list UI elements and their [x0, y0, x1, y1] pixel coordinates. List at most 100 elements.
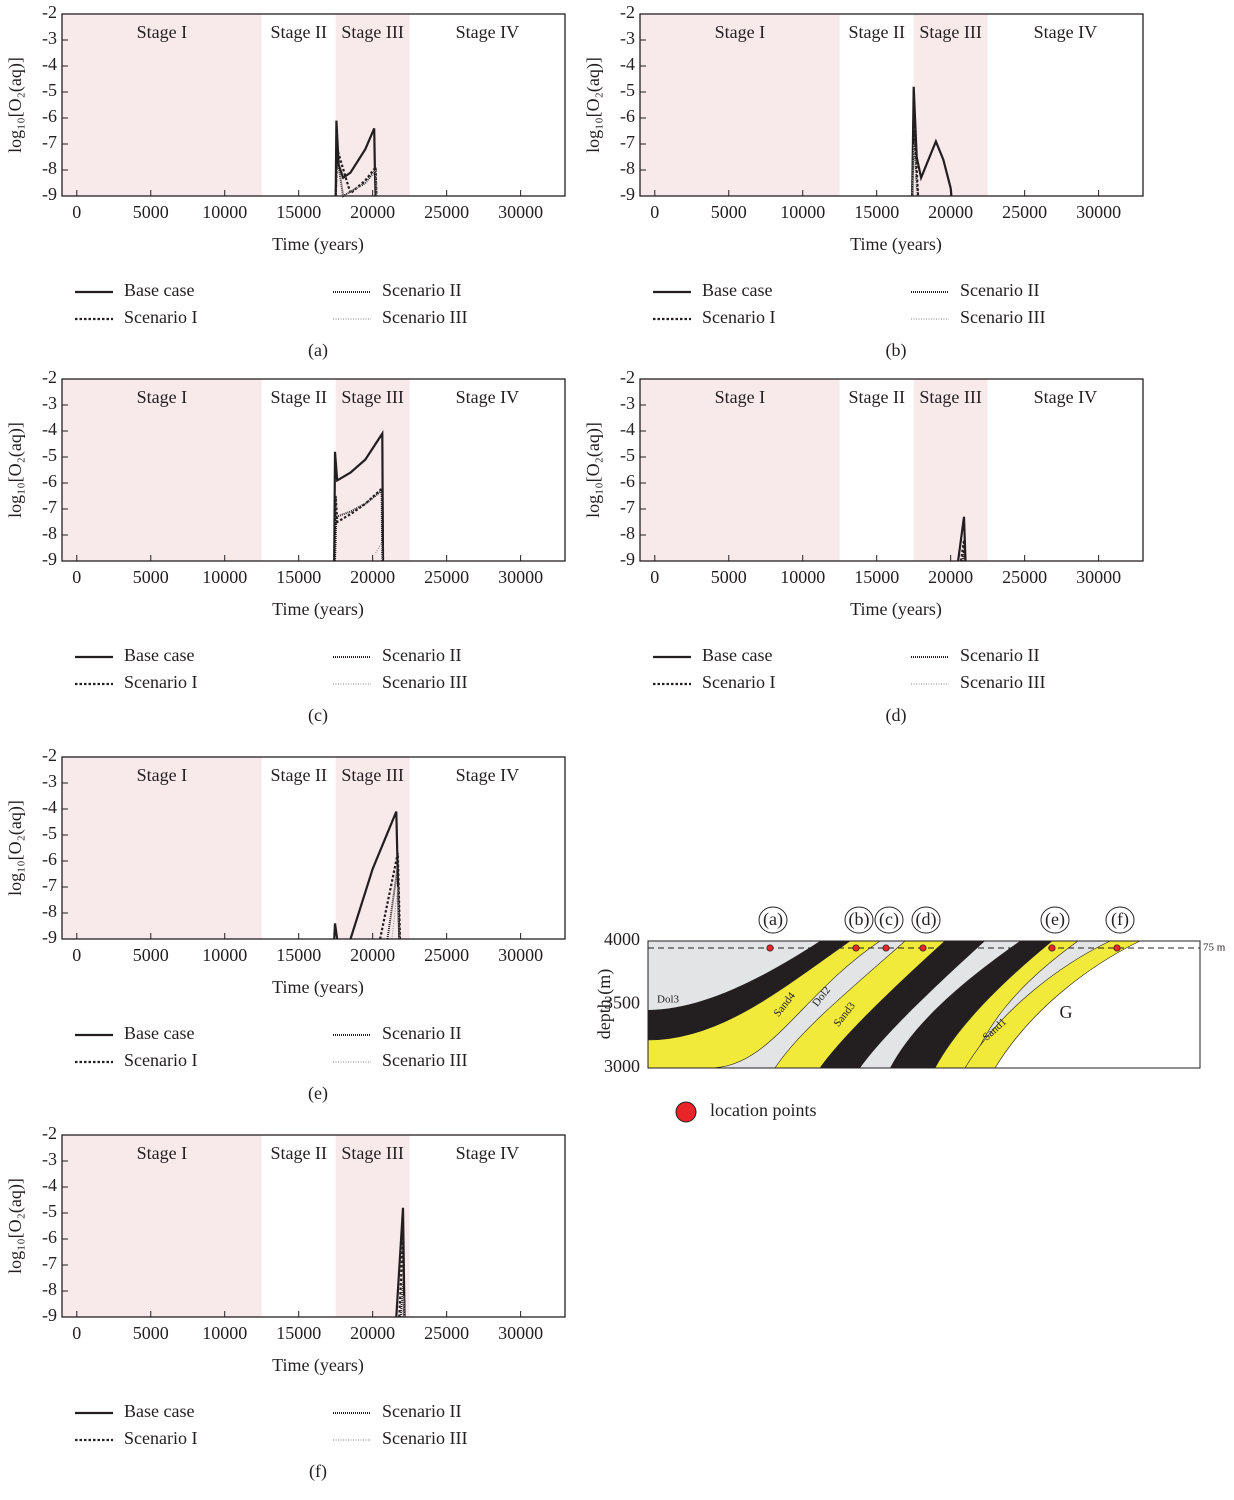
y-tick-label: 3500: [604, 993, 640, 1013]
legend-label: Scenario III: [960, 672, 1045, 692]
y-tick-label: -2: [42, 2, 57, 22]
x-tick-label: 0: [72, 567, 81, 587]
x-tick-label: 10000: [780, 202, 825, 222]
y-tick-label: -4: [42, 54, 57, 74]
series-line: [334, 488, 384, 562]
x-tick-label: 15000: [276, 567, 321, 587]
depth-line-label: 75 m: [1203, 942, 1226, 954]
chart: Stage I Stage II Stage III Stage IV Base cas…: [5, 367, 566, 726]
legend-label: Scenario III: [382, 1050, 467, 1070]
y-tick-label: -6: [42, 471, 57, 491]
x-tick-label: 20000: [928, 202, 973, 222]
location-point: [766, 944, 774, 952]
chart: Stage I Stage II Stage III Stage IV Base cas…: [5, 1123, 566, 1482]
point-label: (e): [1045, 909, 1065, 930]
stage-label: Stage III: [341, 22, 403, 42]
stage-band: [640, 379, 840, 561]
plot-frame: [639, 13, 1144, 197]
legend-label: Scenario I: [702, 672, 775, 692]
location-point: [882, 944, 890, 952]
stage-label: Stage III: [341, 387, 403, 407]
x-tick-label: 10000: [780, 567, 825, 587]
x-tick-label: 15000: [854, 202, 899, 222]
section-frame: [647, 940, 1201, 1069]
cross-section: 75 m depth (m) location points: [594, 940, 1226, 1123]
y-tick-label: -4: [620, 54, 635, 74]
x-tick-label: 5000: [133, 945, 169, 965]
legend-label: Base case: [702, 645, 772, 665]
y-tick-label: -3: [42, 393, 57, 413]
point-badge: [874, 906, 904, 934]
location-point: [919, 944, 927, 952]
y-tick-label: -7: [620, 132, 635, 152]
series-line: [334, 120, 377, 197]
y-tick-label: -3: [42, 28, 57, 48]
x-tick-label: 20000: [350, 567, 395, 587]
location-point: [1113, 944, 1121, 952]
legend-label: Scenario I: [124, 672, 197, 692]
x-tick-label: 25000: [424, 945, 469, 965]
y-tick-label: -3: [620, 28, 635, 48]
point-badge: [844, 906, 874, 934]
layer: [890, 941, 1052, 1068]
chart: Stage I Stage II Stage III Stage IV Base cas…: [583, 367, 1144, 726]
y-tick-label: -2: [42, 1123, 57, 1143]
y-tick-label: -9: [42, 549, 57, 569]
legend-label: Base case: [124, 280, 194, 300]
x-tick-label: 30000: [498, 945, 543, 965]
x-tick-label: 20000: [350, 945, 395, 965]
x-tick-label: 5000: [133, 567, 169, 587]
series-line: [379, 852, 402, 940]
x-tick-label: 25000: [424, 567, 469, 587]
y-tick-label: -8: [42, 901, 57, 921]
x-axis-label: Time (years): [272, 234, 364, 255]
point-label: (c): [879, 909, 899, 930]
series-line: [961, 550, 966, 562]
stage-label: Stage II: [270, 387, 326, 407]
legend-label: Base case: [124, 645, 194, 665]
y-tick-label: -4: [620, 419, 635, 439]
y-tick-label: -2: [620, 367, 635, 387]
x-tick-label: 0: [72, 202, 81, 222]
y-tick-label: -6: [42, 1227, 57, 1247]
y-tick-label: -3: [620, 393, 635, 413]
x-tick-label: 10000: [202, 945, 247, 965]
x-tick-label: 0: [650, 567, 659, 587]
y-tick-label: -9: [42, 184, 57, 204]
legend-label: Scenario I: [124, 1428, 197, 1448]
stage-label: Stage IV: [1034, 22, 1097, 42]
y-tick-label: -5: [620, 445, 635, 465]
y-tick-label: -8: [42, 158, 57, 178]
point-label: (a): [763, 909, 783, 930]
plot-frame: [61, 756, 566, 940]
stage-label: Stage IV: [1034, 387, 1097, 407]
y-axis-label: log₁₀[O₂(aq)]: [5, 422, 26, 518]
x-tick-label: 0: [72, 945, 81, 965]
y-tick-label: -3: [42, 771, 57, 791]
series-line: [333, 429, 385, 562]
x-tick-label: 0: [72, 1323, 81, 1343]
plot-frame: [61, 1134, 566, 1318]
y-tick-label: -5: [42, 445, 57, 465]
series-line: [911, 86, 953, 197]
y-tick-label: -7: [42, 1253, 57, 1273]
panel-label: (b): [886, 340, 907, 361]
y-tick-label: -5: [42, 80, 57, 100]
plot-frame: [61, 378, 566, 562]
x-tick-label: 30000: [498, 202, 543, 222]
legend-label: location points: [710, 1100, 817, 1120]
layer: [820, 941, 985, 1068]
x-tick-label: 20000: [350, 202, 395, 222]
y-tick-label: -5: [620, 80, 635, 100]
y-tick-label: -8: [620, 158, 635, 178]
x-tick-label: 25000: [424, 1323, 469, 1343]
x-tick-label: 5000: [133, 1323, 169, 1343]
x-tick-label: 10000: [202, 1323, 247, 1343]
x-tick-label: 20000: [928, 567, 973, 587]
x-tick-label: 10000: [202, 567, 247, 587]
legend-label: Scenario III: [382, 307, 467, 327]
point-badge: [911, 906, 941, 934]
y-tick-label: -9: [620, 184, 635, 204]
x-tick-label: 0: [650, 202, 659, 222]
y-axis-label: log₁₀[O₂(aq)]: [583, 57, 604, 153]
